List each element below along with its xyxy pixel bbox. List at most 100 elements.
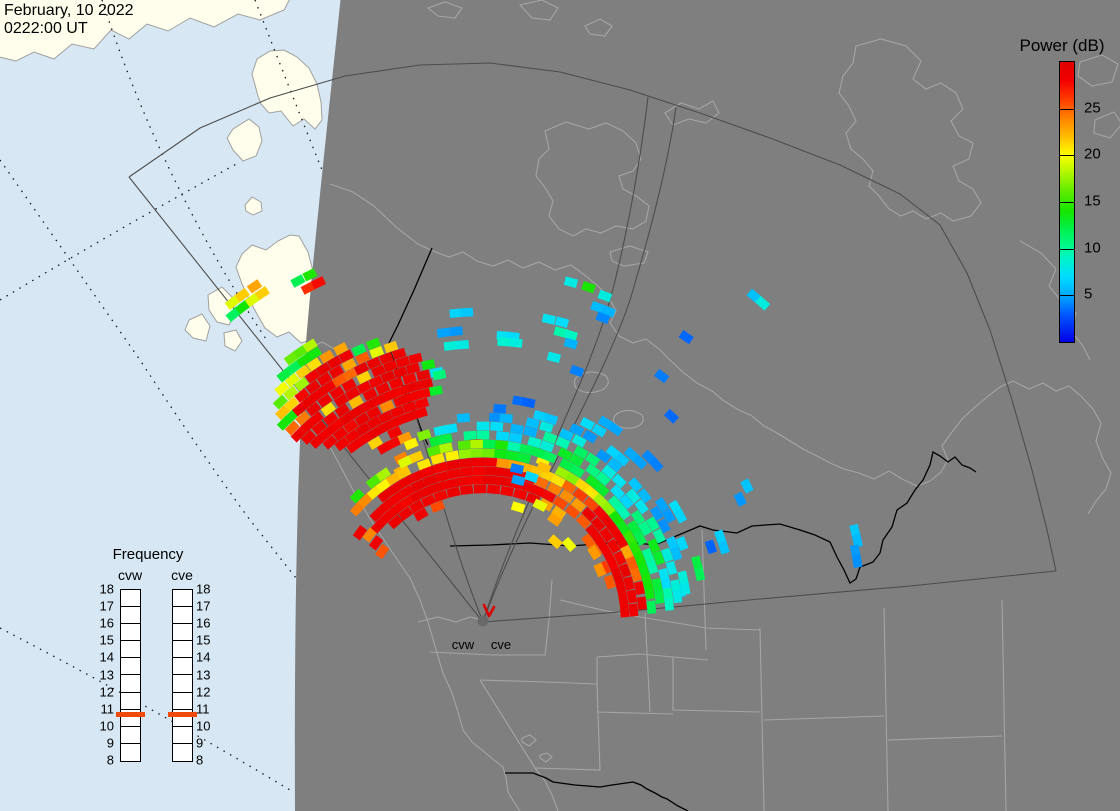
colorbar-tick-label: 10 [1084,239,1101,257]
echo-cell [388,502,405,517]
echo-cell [409,469,425,483]
ladder-header-cve: cve [171,567,193,583]
echo-cell [482,475,496,485]
echo-cell [508,432,523,444]
ladder-cell [173,658,192,676]
echo-cell [661,508,676,524]
echo-cell [573,445,589,460]
echo-cell [633,581,645,596]
ladder-tick-label: 15 [99,632,114,648]
echo-cell [386,436,402,450]
ladder-cell [173,590,192,608]
echo-cell [532,498,548,512]
echo-cell [284,420,300,436]
echo-cell [633,551,647,567]
echo-cell [459,466,474,477]
ladder-cell [121,658,140,676]
echo-cell [402,372,417,385]
coastline-islet [244,196,263,216]
echo-cell [322,434,338,450]
echo-cell [355,422,371,437]
echo-cell [290,427,306,443]
echo-cell [322,411,339,427]
echo-cell [652,528,666,544]
echo-cell [593,562,607,578]
echo-cell [569,423,585,437]
echo-cell [414,397,430,410]
echo-cell [433,461,449,474]
echo-cell [369,345,385,359]
echo-cell [305,379,321,395]
echo-cell [329,385,345,400]
echo-cell [344,429,361,444]
echo-cell [380,370,396,383]
echo-cell [286,360,302,375]
echo-cell [637,488,652,504]
arctic-coastline [329,183,931,487]
radar-pointer-icon [482,603,496,618]
echo-cell [421,465,437,478]
echo-cell [362,527,377,543]
ladder-cell [121,624,140,642]
echo-cell [561,536,577,552]
graticule-meridian [254,0,323,171]
echo-cell [367,435,384,450]
echo-cell [311,420,327,436]
colorbar-tick-line [1060,202,1074,203]
northern-lakes [573,371,644,429]
echo-cell [641,547,655,563]
echo-cell [563,276,579,288]
echo-cell [366,406,382,420]
echo-cell [637,562,650,578]
echo-cell [518,443,534,455]
echo-cell [500,485,514,497]
echo-cell [341,358,357,372]
frequency-ladder-cve [172,589,193,762]
echo-cell [351,343,367,357]
fov-inner-edge-east [482,106,677,623]
ladder-tick-label: 18 [196,581,211,597]
echo-cell [620,544,634,560]
echo-cell [410,479,426,493]
echo-cell [583,496,599,512]
echo-cell [308,411,324,426]
ladder-tick-label: 14 [196,649,211,665]
echo-cell [284,396,300,412]
echo-cell [434,470,449,483]
echo-cell [378,410,394,424]
echo-cell [493,448,508,459]
echo-cell [496,458,510,469]
echo-cell [599,527,614,543]
echo-cell [490,421,504,432]
ladder-tick-label: 16 [99,615,114,631]
radar-site-marker [477,603,496,627]
echo-cell [398,474,414,489]
echo-cell [338,349,354,363]
ladder-cell [121,726,140,744]
echo-cell [652,550,665,566]
echo-cell [413,407,428,420]
site-label-cve: cve [490,637,512,652]
coastline-island [226,118,263,162]
echo-cell [519,462,534,474]
echo-cell [547,512,563,527]
echo-cell [346,439,362,454]
echo-cell [401,410,417,424]
echo-cell [597,289,613,303]
echo-cell [525,417,540,429]
frequency-marker-cve [167,712,197,718]
echo-cell [616,504,631,521]
echo-cell [627,477,643,493]
echo-cell [438,433,453,445]
echo-cell [506,441,521,453]
echo-cell [406,380,422,393]
echo-cell [294,388,310,403]
echo-cell [344,386,361,401]
echo-cell [594,482,610,498]
echo-cell [319,425,335,441]
echo-cell [601,305,616,318]
ladder-cell [121,692,140,710]
echo-cell [510,423,524,435]
ladder-cell [121,641,140,659]
